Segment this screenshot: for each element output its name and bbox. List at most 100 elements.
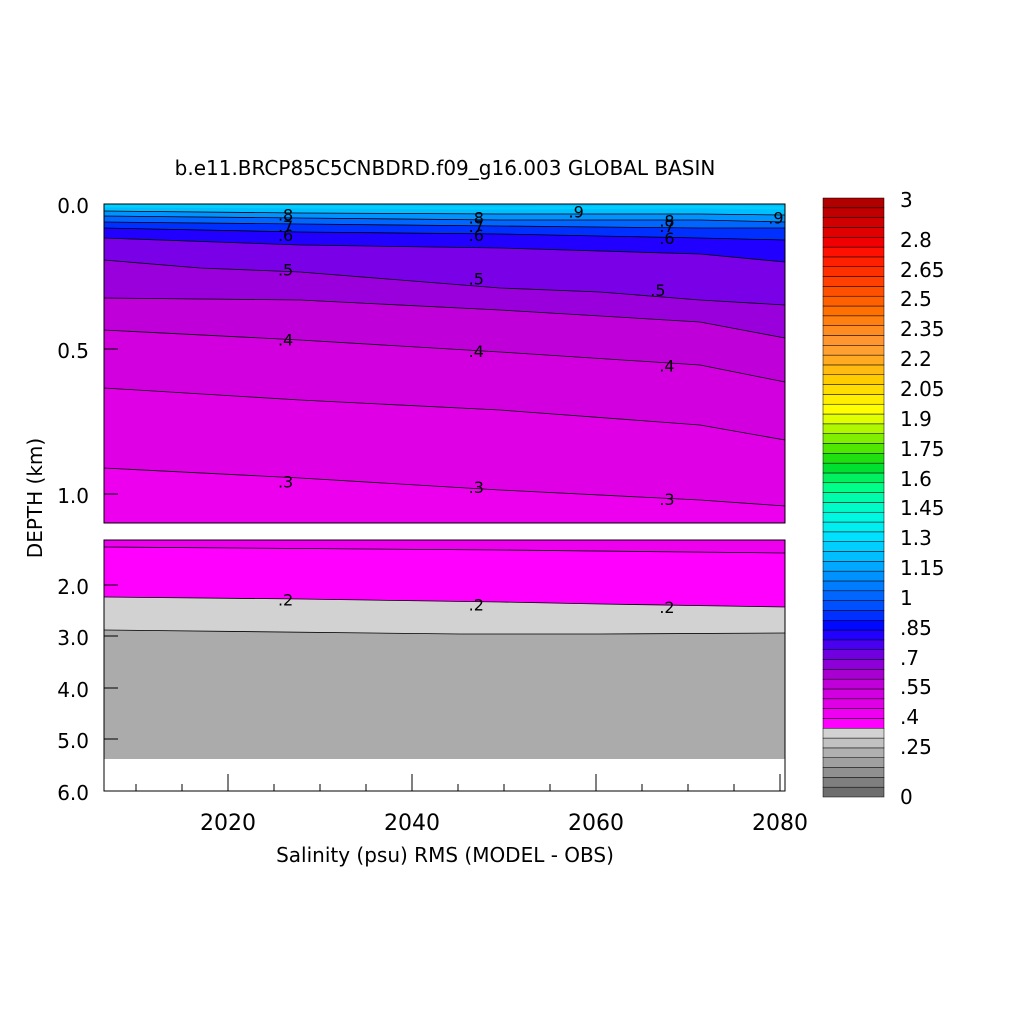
- colorbar-swatch: [822, 354, 885, 366]
- colorbar-swatch: [822, 276, 885, 287]
- colorbar-swatch: [822, 619, 885, 631]
- colorbar-swatch: [822, 610, 885, 621]
- colorbar-label: 1: [900, 586, 913, 610]
- colorbar-label: .7: [900, 646, 919, 670]
- colorbar-swatch: [822, 678, 885, 690]
- lower-panel-frame: [103, 539, 786, 792]
- colorbar-swatch: [822, 580, 885, 592]
- colorbar-swatch: [822, 659, 885, 670]
- colorbar-swatch: [822, 197, 885, 209]
- colorbar-labels: 3 2.8 2.65 2.5 2.35 2.2 2.05 1.9 1.75 1.…: [900, 188, 945, 809]
- colorbar-swatch: [822, 394, 885, 405]
- chart-title: b.e11.BRCP85C5CNBDRD.f09_g16.003 GLOBAL …: [175, 156, 716, 180]
- colorbar-label: 2.05: [900, 377, 945, 401]
- contour-label: .4: [469, 342, 484, 361]
- y-axis-lower: 2.0 3.0 4.0 5.0 6.0: [57, 575, 118, 805]
- contour-label: .5: [650, 281, 665, 300]
- colorbar-label: 1.9: [900, 407, 932, 431]
- contour-label: .3: [659, 490, 674, 509]
- y-tick-label: 2.0: [57, 575, 89, 599]
- colorbar-label: 2.2: [900, 347, 932, 371]
- colorbar: [822, 197, 885, 798]
- contour-label: .6: [469, 226, 484, 245]
- colorbar-swatch: [822, 649, 885, 660]
- contour-label: .3: [278, 472, 293, 491]
- x-tick-label: 2040: [384, 811, 440, 836]
- colorbar-swatch: [822, 531, 885, 542]
- colorbar-swatch: [822, 757, 885, 768]
- upper-panel: [104, 204, 785, 523]
- colorbar-swatch: [822, 728, 885, 739]
- contour-labels: .9.9.8.8.8.7.7.7.6.6.6.5.5.5.4.4.4.3.3.3…: [278, 203, 784, 617]
- colorbar-label: 2.65: [900, 258, 945, 282]
- colorbar-swatch: [822, 364, 885, 376]
- colorbar-swatch: [822, 462, 885, 474]
- colorbar-label: 1.6: [900, 467, 932, 491]
- contour-label: .5: [469, 269, 484, 288]
- x-tick-label: 2060: [568, 811, 624, 836]
- colorbar-swatch: [822, 217, 885, 228]
- colorbar-swatch: [822, 335, 885, 346]
- contour-label: .5: [278, 261, 293, 280]
- colorbar-swatch: [822, 482, 885, 493]
- colorbar-swatch: [822, 305, 885, 317]
- colorbar-swatch: [822, 413, 885, 425]
- colorbar-swatch: [822, 384, 885, 395]
- colorbar-swatch: [822, 227, 885, 238]
- colorbar-label: 1.15: [900, 556, 945, 580]
- colorbar-swatch: [822, 561, 885, 572]
- colorbar-swatch: [822, 492, 885, 503]
- colorbar-label: .85: [900, 616, 932, 640]
- colorbar-swatch: [822, 600, 885, 611]
- colorbar-swatch: [822, 629, 885, 641]
- contour-label: .8: [469, 209, 484, 228]
- y-tick-label: 3.0: [57, 626, 89, 650]
- colorbar-label: .25: [900, 735, 932, 759]
- y-tick-label: 4.0: [57, 678, 89, 702]
- colorbar-swatch: [822, 403, 885, 415]
- colorbar-swatch: [822, 786, 885, 798]
- y-tick-label: 1.0: [57, 484, 89, 508]
- colorbar-swatch: [822, 237, 885, 248]
- colorbar-swatch: [822, 639, 885, 650]
- colorbar-swatch: [822, 345, 885, 356]
- contour-label: .2: [278, 590, 293, 609]
- colorbar-swatch: [822, 669, 885, 680]
- colorbar-swatch: [822, 295, 885, 307]
- contour-label: .3: [469, 478, 484, 497]
- x-tick-label: 2020: [200, 811, 256, 836]
- colorbar-label: 1.75: [900, 437, 945, 461]
- colorbar-swatch: [822, 453, 885, 464]
- y-tick-label: 5.0: [57, 729, 89, 753]
- contour-label: .7: [659, 217, 674, 236]
- colorbar-swatch: [822, 502, 885, 513]
- y-tick-label: 0.5: [57, 339, 89, 363]
- x-axis-label: Salinity (psu) RMS (MODEL - OBS): [276, 843, 614, 867]
- x-axis: [135, 774, 781, 791]
- colorbar-label: .55: [900, 675, 932, 699]
- colorbar-swatch: [822, 708, 885, 719]
- colorbar-label: .4: [900, 705, 919, 729]
- contour-label: .2: [469, 595, 484, 614]
- colorbar-swatch: [822, 423, 885, 434]
- contour-label: .6: [278, 226, 293, 245]
- colorbar-swatch: [822, 541, 885, 552]
- colorbar-swatch: [822, 325, 885, 336]
- y-tick-label: 0.0: [57, 194, 89, 218]
- colorbar-swatch: [822, 521, 885, 533]
- colorbar-swatch: [822, 570, 885, 582]
- y-axis-label: DEPTH (km): [23, 438, 47, 558]
- colorbar-label: 0: [900, 785, 913, 809]
- colorbar-swatch: [822, 511, 885, 523]
- colorbar-swatch: [822, 737, 885, 749]
- colorbar-swatch: [822, 286, 885, 297]
- contour-label: .4: [278, 330, 293, 349]
- colorbar-swatch: [822, 443, 885, 454]
- colorbar-swatch: [822, 256, 885, 267]
- y-tick-label: 6.0: [57, 781, 89, 805]
- colorbar-swatch: [822, 698, 885, 709]
- contour-label: .7: [469, 217, 484, 236]
- colorbar-label: 1.3: [900, 526, 932, 550]
- contour-label: .9: [569, 203, 584, 222]
- colorbar-swatch: [822, 747, 885, 758]
